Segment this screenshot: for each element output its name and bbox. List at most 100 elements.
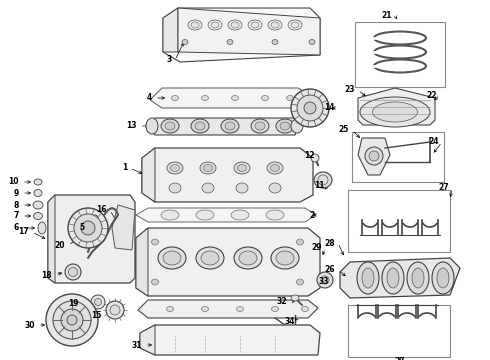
- Ellipse shape: [38, 222, 46, 234]
- Text: 23: 23: [344, 85, 355, 94]
- Ellipse shape: [225, 122, 235, 130]
- Polygon shape: [136, 208, 316, 222]
- Ellipse shape: [81, 221, 95, 235]
- Ellipse shape: [201, 251, 219, 265]
- Bar: [355, 22, 445, 87]
- Ellipse shape: [311, 154, 319, 162]
- Ellipse shape: [172, 95, 178, 100]
- Ellipse shape: [437, 268, 449, 288]
- Ellipse shape: [272, 40, 278, 45]
- Ellipse shape: [262, 95, 269, 100]
- Polygon shape: [112, 205, 135, 250]
- Polygon shape: [163, 8, 320, 62]
- Ellipse shape: [91, 295, 105, 309]
- Ellipse shape: [271, 306, 278, 311]
- Polygon shape: [358, 88, 435, 125]
- Text: 22: 22: [426, 90, 437, 99]
- Text: 21: 21: [382, 10, 392, 19]
- Text: 5: 5: [80, 224, 85, 233]
- Ellipse shape: [301, 306, 309, 311]
- Text: 6: 6: [14, 224, 19, 233]
- Ellipse shape: [255, 122, 265, 130]
- Ellipse shape: [412, 268, 424, 288]
- Ellipse shape: [280, 122, 290, 130]
- Ellipse shape: [317, 272, 333, 288]
- Ellipse shape: [369, 151, 379, 161]
- Text: 12: 12: [304, 150, 315, 159]
- Ellipse shape: [227, 40, 233, 45]
- Ellipse shape: [365, 147, 383, 165]
- Ellipse shape: [191, 22, 199, 28]
- Polygon shape: [140, 325, 155, 355]
- Ellipse shape: [291, 22, 299, 28]
- Ellipse shape: [74, 214, 102, 242]
- Ellipse shape: [201, 95, 209, 100]
- Ellipse shape: [208, 20, 222, 30]
- Text: 14: 14: [324, 104, 335, 112]
- Ellipse shape: [288, 20, 302, 30]
- Ellipse shape: [236, 183, 248, 193]
- Ellipse shape: [92, 215, 98, 221]
- Polygon shape: [140, 325, 320, 355]
- Ellipse shape: [106, 301, 124, 319]
- Ellipse shape: [68, 208, 108, 248]
- Ellipse shape: [34, 189, 42, 197]
- Polygon shape: [48, 195, 135, 283]
- Text: 8: 8: [14, 201, 19, 210]
- Text: 10: 10: [8, 177, 19, 186]
- Ellipse shape: [200, 162, 216, 174]
- Bar: [352, 132, 444, 182]
- Ellipse shape: [196, 210, 214, 220]
- Ellipse shape: [61, 309, 83, 331]
- Ellipse shape: [314, 172, 332, 188]
- Text: 16: 16: [97, 206, 107, 215]
- Polygon shape: [340, 258, 460, 298]
- Ellipse shape: [291, 89, 329, 127]
- Text: 9: 9: [14, 189, 19, 198]
- Ellipse shape: [167, 162, 183, 174]
- Ellipse shape: [67, 315, 77, 325]
- Ellipse shape: [309, 40, 315, 45]
- Ellipse shape: [211, 22, 219, 28]
- Ellipse shape: [251, 119, 269, 133]
- Ellipse shape: [234, 162, 250, 174]
- Text: 17: 17: [19, 228, 29, 237]
- Ellipse shape: [231, 210, 249, 220]
- Ellipse shape: [296, 239, 303, 245]
- Text: 19: 19: [69, 298, 79, 307]
- Ellipse shape: [165, 122, 175, 130]
- Text: 1: 1: [122, 163, 127, 172]
- Ellipse shape: [151, 239, 158, 245]
- Ellipse shape: [304, 102, 316, 114]
- Ellipse shape: [372, 102, 417, 122]
- Ellipse shape: [432, 262, 454, 294]
- Text: 11: 11: [315, 180, 325, 189]
- Polygon shape: [136, 228, 148, 296]
- Ellipse shape: [203, 165, 213, 171]
- Text: 7: 7: [14, 211, 19, 220]
- Text: 15: 15: [92, 310, 102, 320]
- Ellipse shape: [362, 268, 374, 288]
- Polygon shape: [150, 88, 310, 108]
- Ellipse shape: [297, 95, 323, 121]
- Ellipse shape: [201, 306, 209, 311]
- Ellipse shape: [266, 210, 284, 220]
- Ellipse shape: [291, 119, 303, 133]
- Bar: [348, 190, 450, 252]
- Ellipse shape: [69, 267, 77, 276]
- Ellipse shape: [188, 20, 202, 30]
- Ellipse shape: [287, 95, 294, 100]
- Text: 32: 32: [276, 297, 287, 306]
- Ellipse shape: [296, 279, 303, 285]
- Ellipse shape: [182, 40, 188, 45]
- Ellipse shape: [95, 298, 101, 306]
- Polygon shape: [138, 300, 318, 318]
- Ellipse shape: [228, 20, 242, 30]
- Ellipse shape: [33, 212, 43, 220]
- Text: 27: 27: [394, 357, 405, 360]
- Ellipse shape: [382, 262, 404, 294]
- Ellipse shape: [248, 20, 262, 30]
- Ellipse shape: [238, 165, 246, 171]
- Ellipse shape: [267, 162, 283, 174]
- Text: 2: 2: [310, 211, 315, 220]
